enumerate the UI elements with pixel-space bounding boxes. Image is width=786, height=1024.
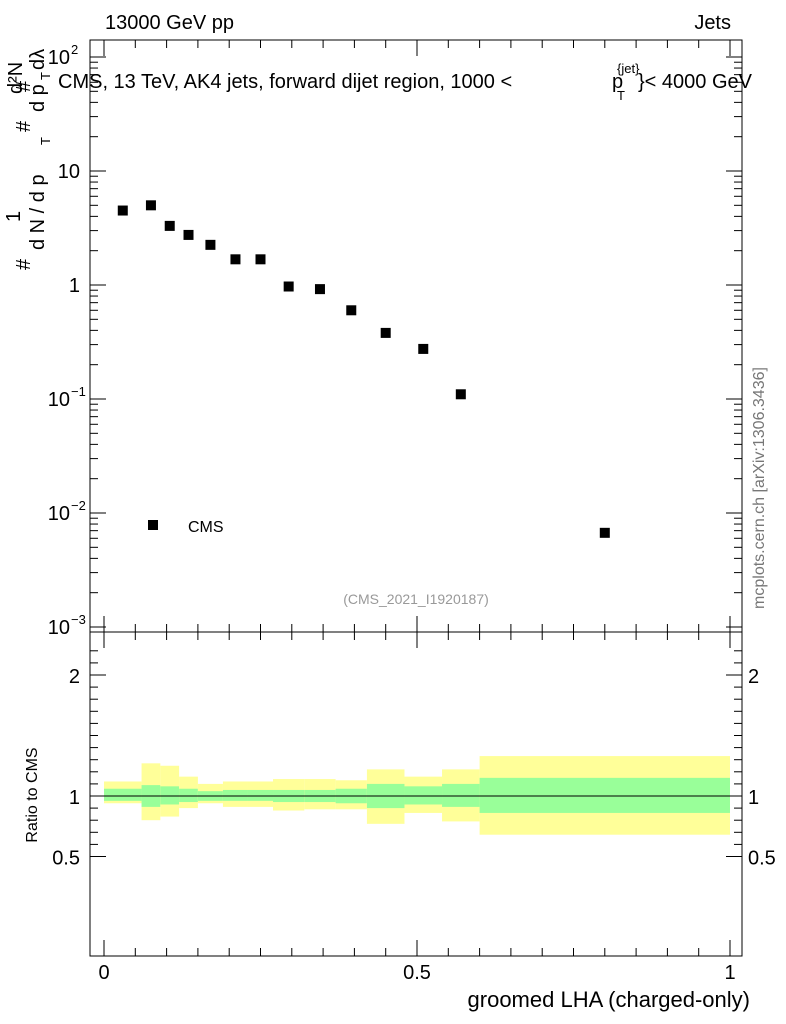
header-right: Jets [694, 12, 731, 34]
main-y-tick-exponent: −2 [71, 498, 86, 513]
data-point [145, 200, 156, 211]
main-y-tick-label: 10 [58, 161, 80, 183]
plot-title-pt-p: p [612, 71, 623, 93]
data-point [164, 220, 175, 231]
y-label-dN: d N / d p [27, 174, 49, 250]
data-point [117, 205, 128, 216]
data-point [283, 281, 294, 292]
ratio-inner-band [404, 786, 443, 805]
ratio-y-tick-label: 2 [69, 666, 80, 688]
ratio-inner-band [247, 789, 274, 801]
ratio-y-tick-label-right: 1 [748, 787, 759, 809]
main-y-tick-label: 1 [69, 275, 80, 297]
plot-title-pt-sub: T [617, 88, 625, 103]
plot-title-pt-sup: {jet} [617, 61, 640, 76]
y-label-d2N: d²N [5, 62, 27, 94]
main-y-tick-exponent: 2 [71, 42, 78, 57]
ratio-panel: 0.5 0.51 12 2 0 0.5 1 Ratio to CMS groomed LH… [24, 40, 776, 1012]
header-left: 13000 GeV pp [105, 12, 234, 34]
ratio-y-tick-label-right: 0.5 [748, 848, 776, 870]
ratio-bands [104, 756, 730, 835]
main-y-tick-exponent: −3 [71, 612, 86, 627]
main-y-tick-label: 10 [48, 503, 70, 525]
watermark: mcplots.cern.ch [arXiv:1306.3436] [751, 367, 768, 609]
plot-title: CMS, 13 TeV, AK4 jets, forward dijet reg… [58, 71, 512, 93]
y-label-T2: T [38, 72, 53, 80]
ratio-y-tick-label: 0.5 [52, 848, 80, 870]
data-point [183, 229, 194, 240]
y-label-hash-3: # [13, 80, 35, 92]
y-label-dl: dλ [27, 49, 49, 70]
x-tick-label: 0 [98, 962, 109, 984]
ratio-frame [89, 631, 743, 957]
ratio-x-ticks: 0 0.5 1 [98, 40, 736, 984]
ratio-inner-band [104, 788, 142, 801]
data-point [255, 254, 266, 265]
legend-marker [148, 520, 158, 530]
main-y-tick-label: 10 [48, 47, 70, 69]
y-label-hash-2: # [13, 120, 35, 132]
legend-label: CMS [188, 519, 224, 536]
main-y-tick-label: 10 [48, 389, 70, 411]
ratio-y-tick-label-right: 2 [748, 666, 759, 688]
y-label-one: 1 [3, 211, 25, 222]
analysis-id: (CMS_2021_I1920187) [343, 591, 489, 607]
data-point [418, 343, 429, 354]
x-tick-label: 0.5 [403, 962, 431, 984]
data-point [205, 239, 216, 250]
main-y-label: # 1 d N / d p T # d²N d p T # dλ [3, 49, 53, 270]
main-data-points [117, 200, 610, 538]
y-label-dpT: d p [27, 84, 49, 112]
data-point [346, 305, 357, 316]
main-y-tick-label: 10 [48, 617, 70, 639]
data-point [599, 527, 610, 538]
data-point [230, 254, 241, 265]
main-y-tick-exponent: −1 [71, 384, 86, 399]
data-point [380, 327, 391, 338]
ratio-y-ticks: 0.5 0.5 1 1 2 2 [52, 650, 776, 870]
x-tick-label: 1 [724, 962, 735, 984]
plot-title-end: }< 4000 GeV [638, 71, 753, 93]
data-point [314, 284, 325, 295]
data-point [455, 389, 466, 400]
y-label-T1: T [38, 137, 53, 145]
ratio-y-tick-label: 1 [69, 787, 80, 809]
y-label-hash-1: # [13, 258, 35, 270]
ratio-inner-band [222, 789, 248, 801]
ratio-inner-band [179, 788, 198, 803]
ratio-y-label: Ratio to CMS [24, 747, 41, 842]
ratio-inner-band [160, 786, 180, 805]
ratio-inner-band [479, 777, 730, 813]
x-axis-label: groomed LHA (charged-only) [468, 987, 750, 1012]
ratio-inner-band [442, 783, 480, 807]
